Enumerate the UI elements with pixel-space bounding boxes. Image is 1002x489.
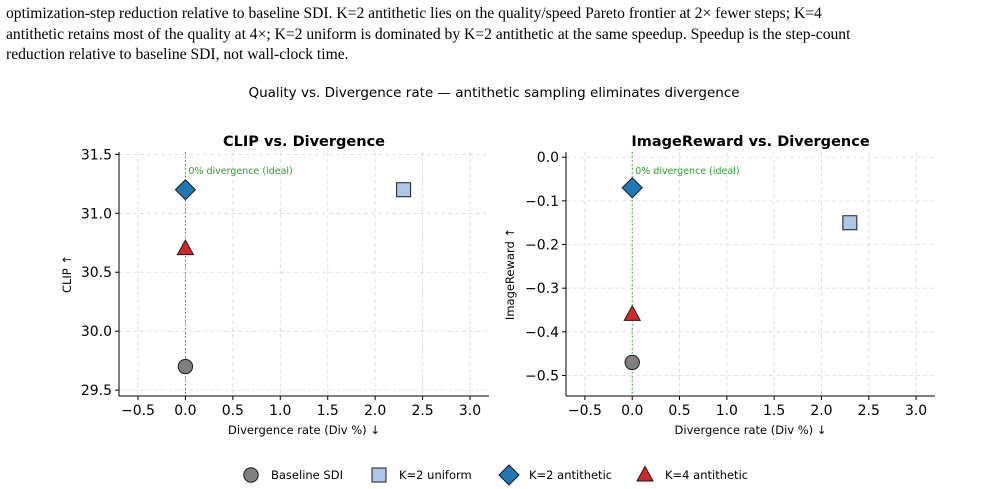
legend: Baseline SDI K=2 uniform K=2 antithetic K=4… — [243, 464, 748, 486]
legend-marker-square — [371, 467, 387, 483]
imagereward-point-triangle — [623, 304, 642, 321]
clip-x-tick-label-7: 3.0 — [459, 403, 481, 419]
imagereward-x-tick-label-1: 0.0 — [621, 403, 643, 419]
legend-label-0: Baseline SDI — [271, 468, 343, 482]
clip-point-triangle — [176, 239, 195, 256]
caption-line-2: antithetic retains most of the quality a… — [6, 25, 851, 43]
imagereward-x-axis-label: Divergence rate (Div %) ↓ — [675, 423, 827, 437]
legend-label-1: K=2 uniform — [399, 468, 472, 482]
legend-label-2: K=2 antithetic — [529, 468, 612, 482]
imagereward-reference-label: 0% divergence (ideal) — [635, 166, 739, 177]
legend-label-3: K=4 antithetic — [665, 468, 748, 482]
imagereward-x-tick-label-0: −0.5 — [568, 403, 602, 419]
imagereward-chart-title: ImageReward vs. Divergence — [631, 134, 869, 150]
clip-chart-title: CLIP vs. Divergence — [223, 134, 385, 150]
caption-line-3: reduction relative to baseline SDI, not … — [6, 46, 349, 63]
imagereward-y-tick-label-3: −0.3 — [525, 281, 559, 297]
clip-x-tick-label-6: 2.5 — [411, 403, 433, 419]
caption-line-1: optimization-step reduction relative to … — [6, 5, 822, 22]
imagereward-x-tick-label-6: 2.5 — [858, 403, 880, 419]
clip-y-axis-label: CLIP ↑ — [60, 255, 74, 293]
legend-marker-triangle — [636, 465, 654, 482]
imagereward-x-tick-label-3: 1.0 — [716, 403, 738, 419]
clip-y-tick-label-3: 31.0 — [81, 206, 112, 222]
imagereward-x-tick-label-4: 1.5 — [763, 403, 785, 419]
clip-x-tick-label-4: 1.5 — [317, 403, 339, 419]
imagereward-x-tick-label-2: 0.5 — [668, 403, 690, 419]
imagereward-point-circle — [624, 354, 640, 371]
imagereward-y-tick-label-5: −0.5 — [525, 368, 559, 384]
clip-point-diamond — [174, 179, 197, 201]
figure-suptitle: Quality vs. Divergence rate — antithetic… — [248, 85, 739, 101]
clip-reference-label: 0% divergence (ideal) — [188, 166, 292, 177]
clip-point-square — [396, 182, 412, 198]
imagereward-y-tick-label-4: −0.4 — [525, 325, 559, 341]
imagereward-x-tick-label-5: 2.0 — [810, 403, 832, 419]
imagereward-y-tick-label-2: −0.2 — [525, 238, 559, 254]
imagereward-chart: 0% divergence (ideal) −0.5 0.0 0.5 1.0 1.5 2.0… — [503, 134, 935, 437]
imagereward-y-tick-label-1: −0.1 — [525, 194, 559, 210]
imagereward-point-square — [842, 215, 858, 231]
clip-y-tick-label-4: 31.5 — [81, 147, 112, 163]
clip-x-tick-label-3: 1.0 — [269, 403, 291, 419]
imagereward-y-tick-label-0: 0.0 — [537, 150, 559, 166]
clip-x-axis-label: Divergence rate (Div %) ↓ — [228, 423, 380, 437]
legend-marker-circle — [243, 467, 259, 483]
clip-y-tick-label-1: 30.0 — [81, 324, 112, 340]
clip-x-tick-label-2: 0.5 — [222, 403, 244, 419]
clip-x-tick-label-1: 0.0 — [174, 403, 196, 419]
clip-point-circle — [177, 358, 194, 375]
imagereward-point-diamond — [621, 177, 643, 199]
clip-chart: 0% divergence (ideal) −0.5 0.0 0.5 1.0 1.5 2.0… — [60, 134, 489, 437]
clip-y-tick-label-0: 29.5 — [81, 383, 112, 399]
figure-caption: optimization-step reduction relative to … — [6, 4, 996, 66]
imagereward-y-axis-label: ImageReward ↑ — [503, 228, 517, 320]
legend-marker-diamond — [498, 464, 520, 486]
imagereward-x-tick-label-7: 3.0 — [905, 403, 927, 419]
clip-x-tick-label-5: 2.0 — [364, 403, 386, 419]
clip-x-tick-label-0: −0.5 — [121, 403, 155, 419]
clip-y-tick-label-2: 30.5 — [81, 265, 112, 281]
